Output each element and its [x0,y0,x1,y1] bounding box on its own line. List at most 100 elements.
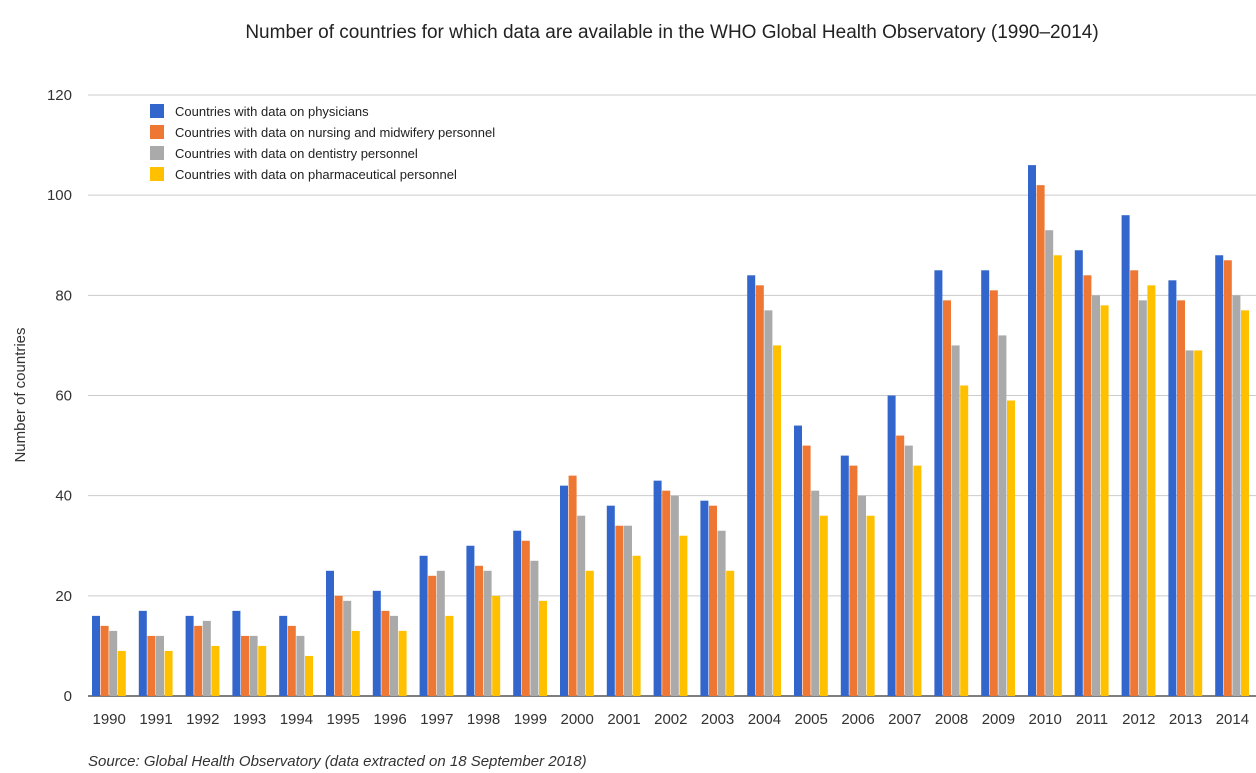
bar [305,656,313,696]
bar [475,566,483,696]
bar [101,626,109,696]
x-tick-label: 1994 [280,711,313,728]
legend-swatch [150,125,164,139]
legend-swatch [150,167,164,181]
bar [709,506,717,696]
bar [990,290,998,696]
y-tick-label: 120 [47,87,72,104]
y-tick-label: 100 [47,187,72,204]
bar [399,631,407,696]
bar [624,526,632,696]
bar [794,426,802,696]
x-tick-label: 2012 [1122,711,1155,728]
bar [952,345,960,696]
legend: Countries with data on physicians Countri… [150,104,495,182]
bar [522,541,530,696]
bar [1054,255,1062,696]
x-tick-label: 1992 [186,711,219,728]
bar [288,626,296,696]
y-tick-label: 40 [55,488,72,505]
x-axis-ticks: 1990 1991 1992 1993 1994 1995 1996 1997 1998 1999… [93,711,1250,728]
bar [764,310,772,696]
bar [156,636,164,696]
bar [586,571,594,696]
bar [165,651,173,696]
x-tick-label: 2008 [935,711,968,728]
bar [888,396,896,697]
bar [662,491,670,696]
bar [1232,295,1240,696]
bar [726,571,734,696]
bars [92,165,1249,696]
bar [1037,185,1045,696]
bar [569,476,577,696]
x-tick-label: 2011 [1076,711,1108,728]
x-tick-label: 2010 [1029,711,1062,728]
y-tick-label: 80 [55,287,72,304]
bar [203,621,211,696]
bar [186,616,194,696]
bar [756,285,764,696]
bar [671,496,679,696]
bar [250,636,258,696]
bar [326,571,334,696]
bar [998,335,1006,696]
bar [820,516,828,696]
bar [513,531,521,696]
bar [530,561,538,696]
bar [1241,310,1249,696]
legend-swatch [150,104,164,118]
bar [492,596,500,696]
x-tick-label: 2014 [1216,711,1249,728]
bar [147,636,155,696]
legend-swatch [150,146,164,160]
bar [841,456,849,696]
y-tick-label: 0 [64,688,72,705]
bar [279,616,287,696]
y-tick-label: 20 [55,588,72,605]
bar [1101,305,1109,696]
bar [1122,215,1130,696]
x-tick-label: 1999 [514,711,547,728]
bar [1168,280,1176,696]
bar [1186,350,1194,696]
x-tick-label: 2001 [607,711,640,728]
legend-label: Countries with data on nursing and midwi… [175,125,495,140]
x-tick-label: 1993 [233,711,266,728]
x-tick-label: 2006 [841,711,874,728]
bar [633,556,641,696]
bar [118,651,126,696]
bar [1215,255,1223,696]
bar [1130,270,1138,696]
y-axis-ticks: 0 20 40 60 80 100 120 [47,87,72,705]
bar [445,616,453,696]
x-tick-label: 2000 [561,711,594,728]
bar [905,446,913,696]
bar [615,526,623,696]
x-tick-label: 1997 [420,711,453,728]
bar [139,611,147,696]
bar [960,385,968,696]
bar [241,636,249,696]
x-tick-label: 1998 [467,711,500,728]
bar [211,646,219,696]
bar [1028,165,1036,696]
bar [607,506,615,696]
x-tick-label: 1995 [327,711,360,728]
bar [1083,275,1091,696]
bar [390,616,398,696]
bar [577,516,585,696]
x-tick-label: 2005 [795,711,828,728]
bar [773,345,781,696]
bar [343,601,351,696]
x-tick-label: 1991 [139,711,172,728]
x-tick-label: 2004 [748,711,781,728]
bar [858,496,866,696]
bar [913,466,921,696]
bar [1092,295,1100,696]
bar [943,300,951,696]
bar [849,466,857,696]
bar [258,646,266,696]
bar [466,546,474,696]
bar [296,636,304,696]
